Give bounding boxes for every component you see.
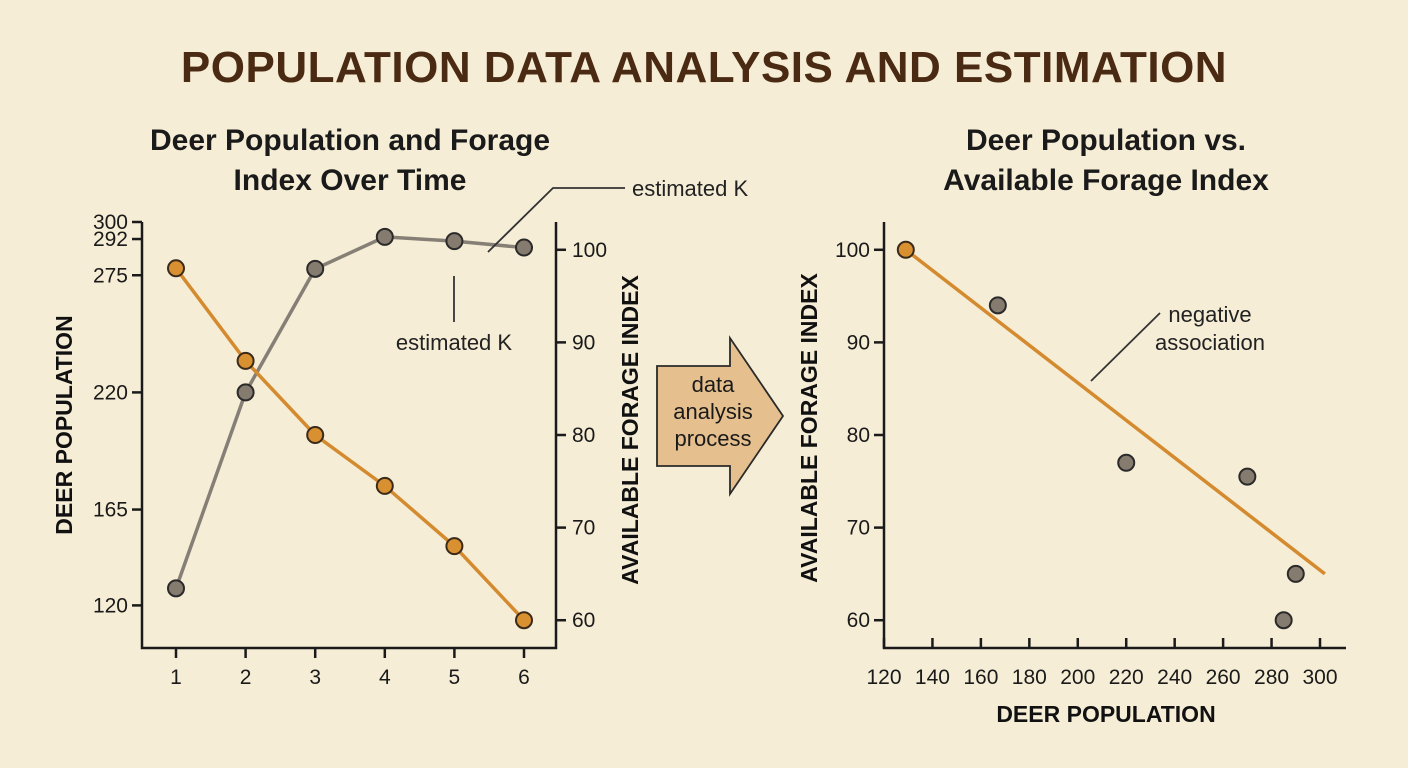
scatter-x-ticks: 120 140 160 180 200 220 240 260 280 300 (866, 638, 1338, 689)
scatter-x-tick-label: 200 (1060, 666, 1095, 689)
left-y-tick-label: 275 (93, 264, 128, 287)
series-0-point (236, 383, 255, 402)
right-y-tick-label: 70 (572, 517, 595, 540)
left-y-tick-label: 220 (93, 381, 128, 404)
scatter-y-axis-label: AVAILABLE FORAGE INDEX (796, 273, 822, 583)
series-1-point (445, 537, 464, 556)
left-series (167, 227, 533, 630)
series-1-point (375, 476, 394, 495)
series-0-point (306, 259, 325, 278)
scatter-y-tick-label: 80 (847, 424, 870, 447)
scatter-y-tick-label: 100 (835, 239, 870, 262)
arrow-text-line1: data (692, 372, 736, 397)
scatter-x-tick-label: 160 (963, 666, 998, 689)
series-0-point (167, 579, 185, 598)
process-arrow: data analysis process (656, 335, 785, 497)
scatter-point (1286, 564, 1305, 583)
scatter-point (1274, 611, 1293, 630)
scatter-series (896, 240, 1326, 630)
main-title: POPULATION DATA ANALYSIS AND ESTIMATION (181, 43, 1227, 92)
right-y-axis-label: AVAILABLE FORAGE INDEX (617, 275, 643, 585)
right-chart: Deer Population vs. Available Forage Ind… (796, 124, 1346, 727)
trendline (904, 248, 1326, 576)
left-x-tick-label: 1 (170, 666, 182, 689)
right-y-ticks: 100 90 80 70 60 (556, 239, 607, 632)
scatter-x-tick-label: 300 (1302, 666, 1337, 689)
left-x-ticks: 1 2 3 4 5 6 (170, 648, 530, 689)
scatter-point (1238, 467, 1257, 486)
scatter-y-tick-label: 90 (847, 331, 870, 354)
annotation-line2: association (1155, 330, 1265, 355)
scatter-y-tick-label: 70 (847, 517, 870, 540)
series-1-point (167, 259, 185, 278)
scatter-x-tick-label: 240 (1157, 666, 1192, 689)
right-y-tick-label: 90 (572, 331, 595, 354)
arrow-icon (656, 335, 785, 497)
scatter-x-tick-label: 140 (915, 666, 950, 689)
arrow-text-line3: process (674, 426, 751, 451)
right-y-tick-label: 80 (572, 424, 595, 447)
scatter-x-tick-label: 260 (1206, 666, 1241, 689)
scatter-x-tick-label: 120 (866, 666, 901, 689)
left-y-tick-label: 165 (93, 499, 128, 522)
series-line-0 (174, 235, 525, 589)
scatter-x-axis-label: DEER POPULATION (996, 701, 1215, 727)
left-y-tick-label: 120 (93, 594, 128, 617)
left-chart-title-line1: Deer Population and Forage (150, 124, 550, 157)
series-1-point (515, 611, 533, 630)
left-y-tick-label: 300 (93, 211, 128, 234)
estimated-k-label-mid: estimated K (396, 330, 512, 355)
negative-association-leader (1090, 312, 1161, 382)
left-y-tick-label: 292 (93, 228, 128, 251)
scatter-x-tick-label: 220 (1109, 666, 1144, 689)
estimated-k-leader-top (487, 187, 625, 253)
scatter-y-tick-label: 60 (847, 609, 870, 632)
scatter-point (896, 240, 915, 259)
series-0-point (515, 238, 533, 257)
right-chart-title-line1: Deer Population vs. (966, 124, 1246, 157)
scatter-point (988, 296, 1007, 315)
estimated-k-label-top: estimated K (632, 176, 748, 201)
series-0-point (445, 232, 464, 251)
left-x-tick-label: 4 (379, 666, 391, 689)
left-x-tick-label: 5 (449, 666, 461, 689)
scatter-x-tick-label: 180 (1012, 666, 1047, 689)
annotation-line1: negative (1168, 302, 1251, 327)
series-1-point (236, 351, 255, 370)
left-x-tick-label: 6 (518, 666, 530, 689)
left-chart: Deer Population and Forage Index Over Ti… (51, 124, 748, 689)
right-y-tick-label: 100 (572, 239, 607, 262)
arrow-text-line2: analysis (673, 399, 752, 424)
scatter-x-tick-label: 280 (1254, 666, 1289, 689)
series-1-point (306, 426, 325, 444)
left-y-axis-label: DEER POPULATION (51, 315, 77, 534)
left-x-tick-label: 2 (240, 666, 252, 689)
left-chart-title-line2: Index Over Time (234, 164, 467, 197)
scatter-point (1117, 453, 1136, 472)
left-x-tick-label: 3 (309, 666, 321, 689)
right-y-tick-label: 60 (572, 609, 595, 632)
left-chart-axes (140, 222, 558, 650)
right-chart-title-line2: Available Forage Index (943, 164, 1269, 197)
scatter-y-ticks: 100 90 80 70 60 (835, 239, 884, 632)
series-0-point (375, 227, 394, 246)
series-line-1 (174, 267, 526, 622)
